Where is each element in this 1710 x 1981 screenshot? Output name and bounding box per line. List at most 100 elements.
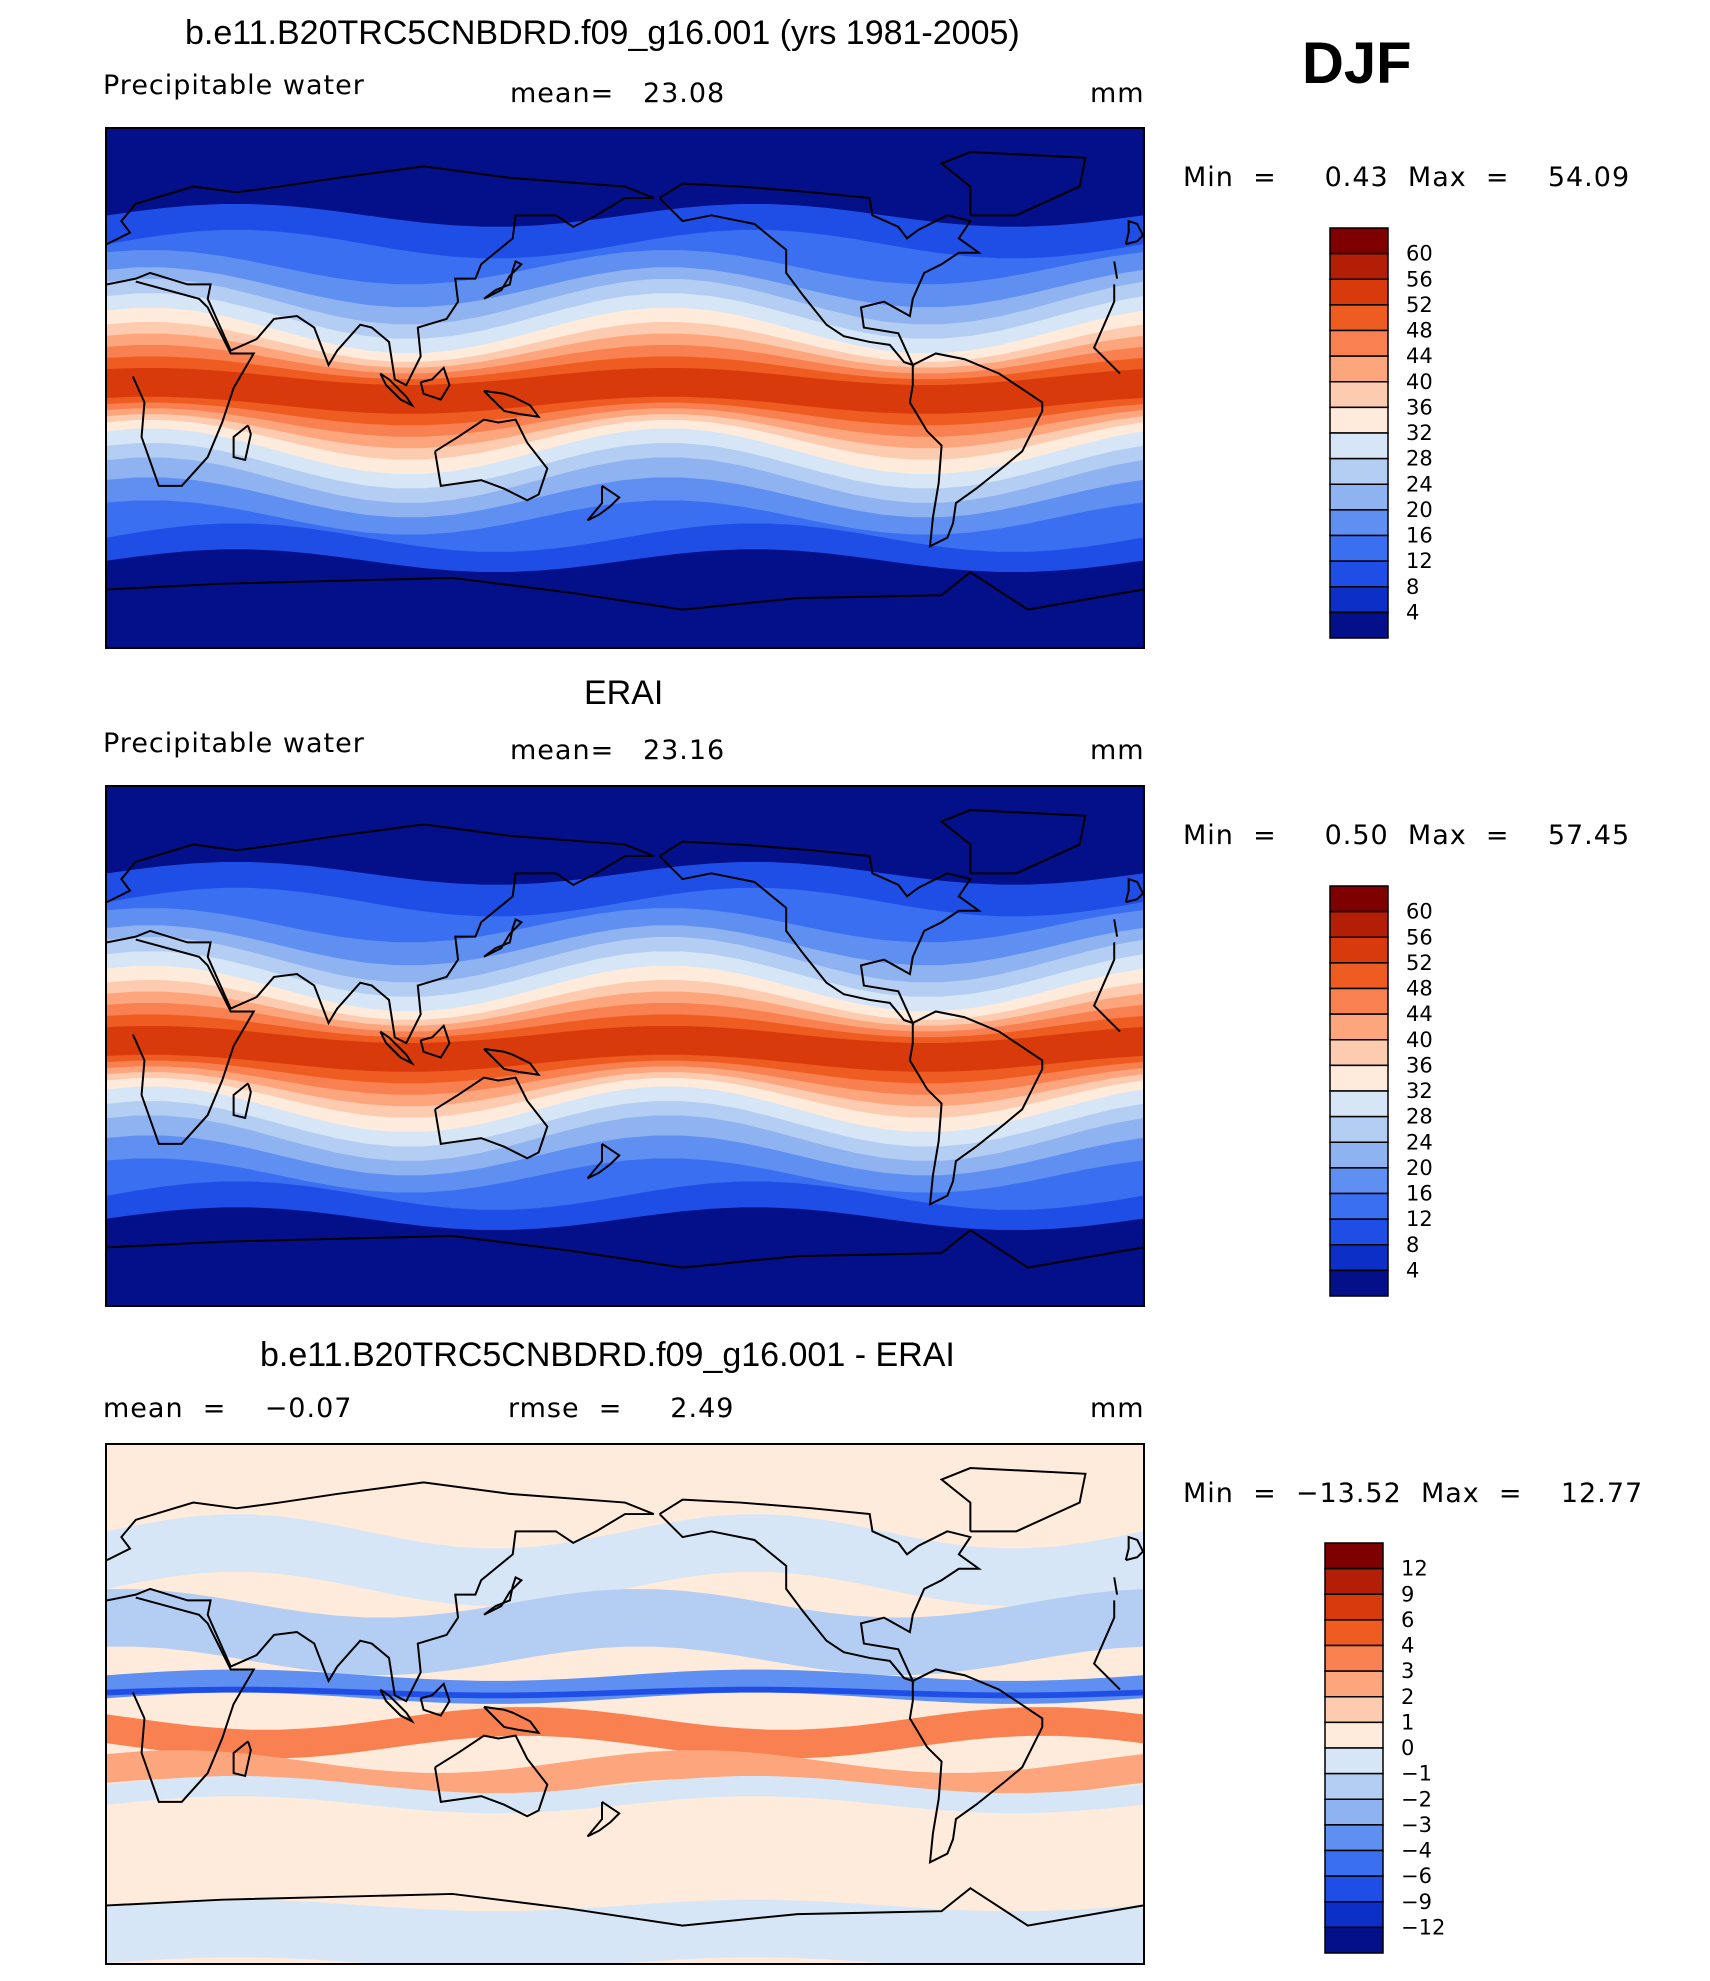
coastline bbox=[419, 366, 451, 401]
colorbar-tick-label: 24 bbox=[1406, 1130, 1433, 1154]
colorbar-swatch bbox=[1329, 885, 1389, 913]
colorbar-tick-label: 20 bbox=[1406, 498, 1433, 522]
coastline bbox=[419, 1682, 451, 1717]
colorbar-swatch bbox=[1329, 1115, 1389, 1144]
panel1-colorbar: 60 56 52 48 44 40 36 32 28 24 20 16 12 8 4 bbox=[1329, 227, 1480, 640]
colorbar-swatch bbox=[1329, 1039, 1389, 1067]
contour-band bbox=[107, 1589, 1143, 1676]
contour-band bbox=[107, 1776, 1143, 1814]
coastline bbox=[131, 938, 1121, 1145]
colorbar-tick-label: 12 bbox=[1406, 1207, 1433, 1231]
colorbar-swatch bbox=[1324, 1542, 1384, 1570]
colorbar-swatch bbox=[1329, 962, 1389, 990]
coastline bbox=[107, 1886, 1143, 1927]
colorbar-tick-label: 60 bbox=[1406, 900, 1433, 924]
colorbar-tick-label: 44 bbox=[1406, 1002, 1433, 1026]
panel3-mean: mean = −0.07 bbox=[103, 1393, 353, 1424]
colorbar-tick-label: 32 bbox=[1406, 1079, 1433, 1103]
coastline bbox=[1124, 877, 1143, 904]
colorbar-tick-label: 32 bbox=[1406, 421, 1433, 445]
colorbar-swatch bbox=[1329, 910, 1389, 939]
colorbar-swatch bbox=[1329, 509, 1389, 537]
panel2-colorbar: 60 56 52 48 44 40 36 32 28 24 20 16 12 8 4 bbox=[1329, 885, 1480, 1298]
colorbar-tick-label: −6 bbox=[1401, 1864, 1432, 1888]
colorbar-tick-label: −9 bbox=[1401, 1890, 1432, 1914]
panel1-variable: Precipitable water bbox=[103, 70, 365, 101]
colorbar-swatch bbox=[1329, 355, 1389, 383]
colorbar-swatch bbox=[1324, 1567, 1384, 1596]
colorbar-swatch bbox=[1324, 1721, 1384, 1749]
coastline bbox=[107, 823, 1119, 1045]
panel1-units: mm bbox=[1090, 78, 1145, 109]
colorbar-swatch bbox=[1329, 1090, 1389, 1118]
colorbar-tick-label: 8 bbox=[1406, 575, 1419, 599]
colorbar-tick-label: −2 bbox=[1401, 1787, 1432, 1811]
coastline bbox=[483, 917, 524, 958]
coastline bbox=[379, 1688, 415, 1724]
colorbar-swatch bbox=[1324, 1696, 1384, 1724]
coastline bbox=[379, 372, 415, 408]
coastline bbox=[658, 182, 983, 367]
colorbar-tick-label: 60 bbox=[1406, 242, 1433, 266]
panel3-title: b.e11.B20TRC5CNBDRD.f09_g16.001 - ERAI bbox=[260, 1336, 955, 1374]
colorbar-tick-label: 16 bbox=[1406, 1182, 1433, 1206]
coastline bbox=[483, 259, 524, 300]
panel2-variable: Precipitable water bbox=[103, 728, 365, 759]
coastline bbox=[434, 418, 549, 502]
colorbar-tick-label: 36 bbox=[1406, 395, 1433, 419]
colorbar-tick-label: 24 bbox=[1406, 472, 1433, 496]
coastline bbox=[483, 1575, 524, 1616]
panel1-title: b.e11.B20TRC5CNBDRD.f09_g16.001 (yrs 198… bbox=[185, 14, 1020, 52]
colorbar-swatch bbox=[1324, 1644, 1384, 1672]
coastline bbox=[1124, 1535, 1143, 1562]
panel2-units: mm bbox=[1090, 735, 1145, 766]
colorbar-tick-label: 12 bbox=[1401, 1557, 1428, 1581]
panel3-rmse: rmse = 2.49 bbox=[508, 1393, 735, 1424]
colorbar-swatch bbox=[1329, 329, 1389, 357]
coastline bbox=[483, 389, 541, 419]
coastline bbox=[658, 1498, 983, 1683]
colorbar-tick-label: 4 bbox=[1406, 600, 1419, 624]
coastline bbox=[908, 1668, 1044, 1864]
coastline bbox=[939, 151, 1087, 217]
colorbar-swatch bbox=[1329, 1013, 1389, 1041]
panel3-units: mm bbox=[1090, 1393, 1145, 1424]
colorbar-swatch bbox=[1329, 611, 1389, 639]
panel1-map bbox=[105, 127, 1145, 649]
panel3-colorbar: 12 9 6 4 3 2 1 0 −1 −2 −3 −4 −6 −9 −12 bbox=[1324, 1542, 1475, 1955]
coastline bbox=[107, 1481, 1119, 1703]
contour-band bbox=[107, 367, 1143, 414]
coastline bbox=[107, 165, 1119, 387]
colorbar-tick-label: 4 bbox=[1406, 1258, 1419, 1282]
coastline bbox=[434, 1076, 549, 1160]
contour-band bbox=[107, 1899, 1143, 1963]
colorbar-swatch bbox=[1324, 1593, 1384, 1621]
colorbar-tick-label: −1 bbox=[1401, 1762, 1432, 1786]
colorbar-swatch bbox=[1324, 1901, 1384, 1929]
coastline bbox=[232, 424, 252, 462]
coastline bbox=[908, 1010, 1044, 1206]
coastline bbox=[1124, 219, 1143, 246]
colorbar-tick-label: 44 bbox=[1406, 344, 1433, 368]
panel3-map bbox=[105, 1443, 1145, 1965]
colorbar-tick-label: 12 bbox=[1406, 549, 1433, 573]
colorbar-swatch bbox=[1329, 457, 1389, 486]
colorbar-swatch bbox=[1329, 483, 1389, 511]
colorbar-swatch bbox=[1329, 586, 1389, 614]
coastline bbox=[483, 1047, 541, 1077]
coastline bbox=[107, 1228, 1143, 1269]
colorbar-swatch bbox=[1324, 1824, 1384, 1852]
colorbar-tick-label: 28 bbox=[1406, 1105, 1433, 1129]
colorbar-tick-label: −3 bbox=[1401, 1813, 1432, 1837]
coastline bbox=[107, 570, 1143, 611]
colorbar-tick-label: 2 bbox=[1401, 1685, 1414, 1709]
colorbar-tick-label: −12 bbox=[1401, 1915, 1445, 1939]
panel1-mean: mean= 23.08 bbox=[510, 78, 726, 109]
coastline bbox=[658, 840, 983, 1025]
coastline bbox=[232, 1082, 252, 1120]
colorbar-tick-label: 16 bbox=[1406, 524, 1433, 548]
colorbar-swatch bbox=[1329, 406, 1389, 434]
colorbar-tick-label: 36 bbox=[1406, 1053, 1433, 1077]
colorbar-tick-label: 4 bbox=[1401, 1634, 1414, 1658]
